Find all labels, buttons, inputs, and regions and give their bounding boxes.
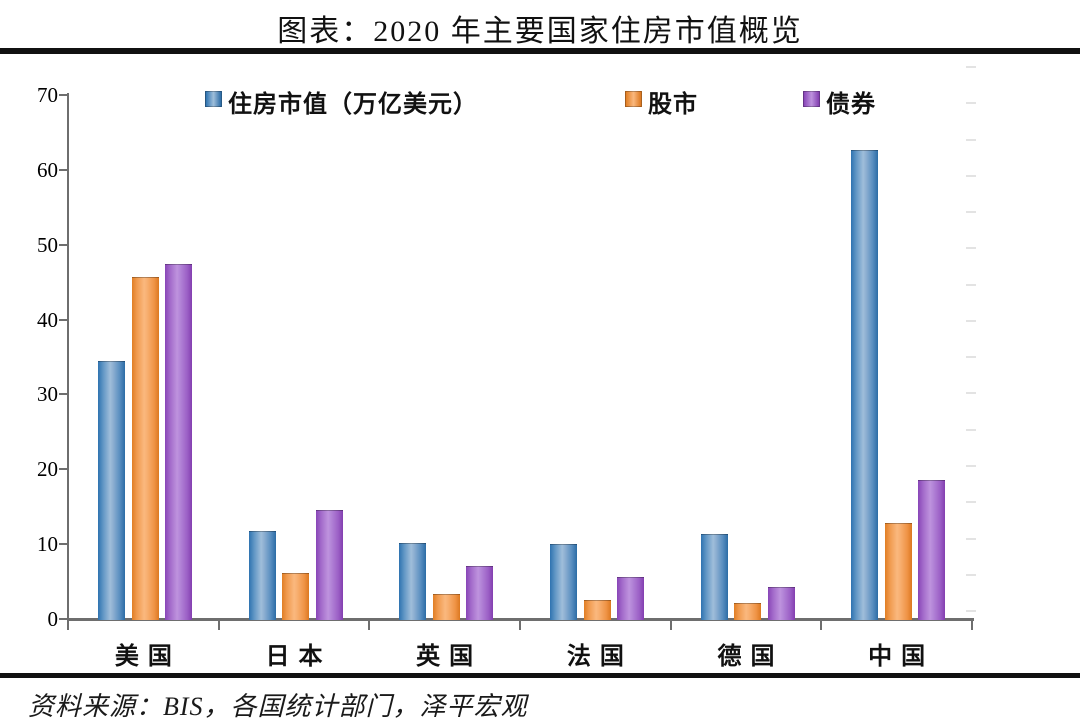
x-axis-tick: [820, 620, 823, 630]
y-axis-tick-label: 0: [47, 607, 59, 631]
bar: [550, 544, 577, 620]
right-axis-minor-tick: [966, 392, 976, 395]
bar: [583, 599, 611, 620]
bar: [131, 276, 159, 620]
legend-swatch-housing: [205, 91, 222, 107]
bar: [282, 573, 310, 620]
x-category-label: 中国: [868, 644, 935, 670]
y-axis-tick-label: 50: [37, 232, 58, 257]
chart-title: 图表：2020 年主要国家住房市值概览: [277, 15, 803, 48]
right-axis-minor-tick: [966, 138, 976, 141]
x-axis-tick: [67, 620, 69, 630]
bar: [734, 602, 762, 620]
right-axis-minor-tick: [966, 66, 976, 68]
right-axis-minor-tick: [966, 610, 976, 613]
bar: [700, 533, 728, 620]
x-category-label: 英国: [416, 644, 483, 670]
right-axis-minor-tick: [966, 211, 976, 214]
right-axis-minor-tick: [966, 537, 976, 540]
bar: [248, 530, 276, 620]
y-axis-tick: [59, 468, 68, 471]
top-divider-rule: [0, 48, 1080, 54]
right-axis-minor-tick: [966, 428, 976, 431]
bar: [851, 150, 879, 620]
right-axis-minor-tick: [966, 464, 976, 467]
bar: [98, 361, 125, 620]
y-axis-tick-label: 20: [37, 457, 58, 482]
x-axis-tick: [368, 620, 371, 630]
y-axis-line: [67, 93, 69, 620]
bar: [432, 593, 460, 620]
x-category-label: 法国: [566, 644, 633, 670]
y-axis-tick: [59, 393, 68, 396]
y-axis-tick-label: 60: [37, 157, 58, 182]
y-axis-tick: [59, 318, 68, 321]
right-axis-minor-tick: [966, 573, 976, 576]
y-axis-tick: [59, 94, 68, 96]
bottom-divider-rule: [0, 673, 1080, 678]
bar: [884, 523, 912, 620]
legend-swatch-stocks: [625, 91, 642, 107]
y-axis-tick-label: 30: [37, 382, 58, 407]
right-axis-minor-tick: [966, 283, 976, 286]
right-axis-minor-tick: [966, 174, 976, 177]
bar: [918, 479, 946, 620]
source-caption: 资料来源：BIS，各国统计部门，泽平宏观: [28, 692, 528, 721]
right-axis-minor-tick: [966, 356, 976, 359]
y-axis-tick-label: 70: [37, 83, 58, 107]
legend-label-housing: 住房市值（万亿美元）: [228, 92, 478, 118]
x-axis-tick: [669, 620, 672, 630]
legend-label-bonds: 债券: [826, 92, 876, 118]
right-axis-minor-tick: [966, 319, 976, 322]
legend-swatch-bonds: [803, 91, 820, 107]
bar: [617, 577, 644, 620]
x-axis-tick: [217, 620, 220, 630]
x-axis-line: [67, 618, 974, 621]
bar: [315, 509, 343, 620]
y-axis-tick: [59, 543, 68, 546]
bar: [399, 543, 427, 620]
y-axis-tick-label: 10: [37, 532, 58, 557]
y-axis-tick: [59, 168, 68, 171]
right-axis-minor-tick: [966, 247, 976, 250]
x-category-label: 日本: [265, 644, 332, 670]
right-axis-minor-tick: [966, 501, 976, 504]
right-axis-minor-tick: [966, 102, 976, 105]
bar: [165, 264, 192, 620]
x-axis-tick: [519, 620, 521, 630]
y-axis-tick: [59, 243, 68, 246]
y-axis-tick: [59, 618, 68, 620]
y-axis-tick-label: 40: [37, 307, 58, 332]
bar: [466, 565, 494, 620]
x-category-label: 德国: [717, 644, 784, 670]
x-axis-tick: [971, 620, 973, 630]
legend-label-stocks: 股市: [648, 92, 698, 118]
x-category-label: 美国: [114, 644, 181, 670]
bar: [767, 586, 795, 620]
